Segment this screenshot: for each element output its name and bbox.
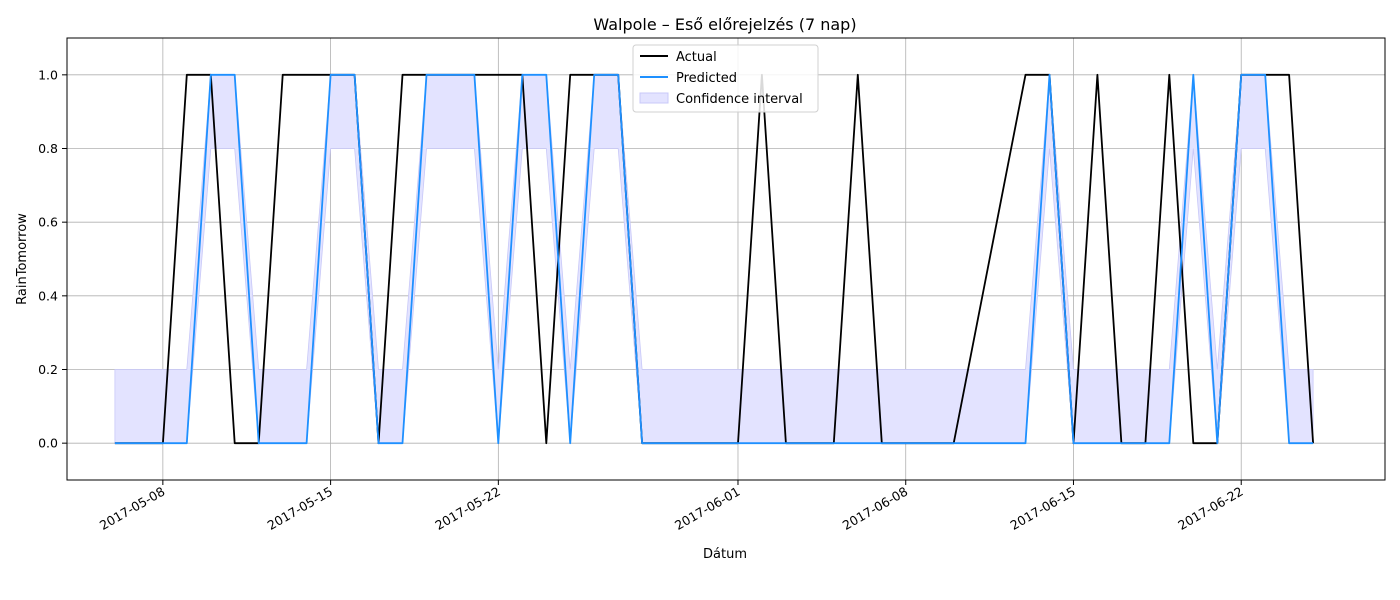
y-axis: 0.0 0.2 0.4 0.6 0.8 1.0 [38, 67, 67, 451]
y-tick-label: 0.2 [38, 362, 58, 377]
plot-frame [66, 37, 1386, 481]
legend-label-predicted: Predicted [676, 71, 737, 86]
y-tick-label: 0.0 [38, 436, 58, 451]
y-tick-label: 0.8 [38, 141, 58, 156]
x-axis-label: Dátum [703, 547, 747, 562]
y-tick-label: 0.4 [38, 288, 58, 303]
legend-swatch-confidence [639, 92, 669, 104]
legend: Actual Predicted Confidence interval [632, 44, 819, 113]
y-tick-label: 0.6 [38, 215, 58, 230]
y-tick-label: 1.0 [38, 67, 58, 82]
legend-label-actual: Actual [676, 50, 717, 65]
series-lines [114, 73, 1314, 445]
chart-title: Walpole – Eső előrejelzés (7 nap) [593, 15, 856, 34]
predicted-line [114, 73, 1314, 445]
legend-label-confidence: Confidence interval [676, 92, 803, 107]
y-axis-label: RainTomorrow [15, 213, 30, 305]
legend-box [632, 44, 819, 113]
